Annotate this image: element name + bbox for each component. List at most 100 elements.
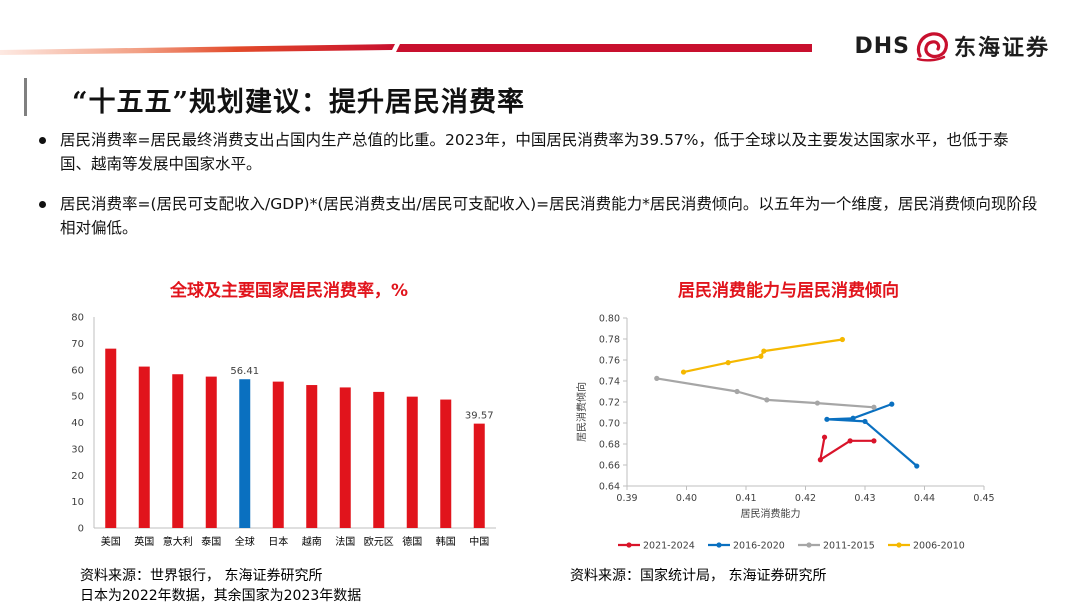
series-line-2011-2015: [656, 377, 874, 409]
bar-y-tick-label: 60: [71, 365, 84, 376]
legend-marker-2021-2024: [626, 542, 632, 548]
series-point-2011-2015: [871, 404, 877, 410]
scatter-y-tick-label: 0.80: [599, 314, 620, 325]
bar-data-label: 39.57: [465, 411, 494, 422]
bar-data-label: 56.41: [230, 366, 259, 377]
banner-red-stripe: [396, 44, 812, 52]
legend-label-2011-2015: 2011-2015: [823, 541, 875, 552]
bar-美国: [105, 348, 117, 528]
bar-韩国: [440, 399, 452, 528]
scatter-y-axis-label: 居民消费倾向: [575, 382, 588, 442]
left-source-line1: 资料来源：世界银行， 东海证券研究所: [80, 568, 323, 584]
right-source-line1: 资料来源：国家统计局， 东海证券研究所: [570, 568, 827, 584]
series-point-2006-2010: [839, 336, 845, 343]
bar-欧元区: [373, 391, 385, 528]
scatter-y-tick-label: 0.70: [599, 419, 620, 430]
bar-y-tick-label: 80: [71, 313, 84, 324]
line-chart: 0.64 0.66 0.68 0.70 0.72 0.74 0.76 0.78 0.80 0.39…: [575, 314, 995, 552]
series-point-2006-2010: [680, 369, 687, 375]
bar-德国: [406, 396, 418, 528]
scatter-x-tick-label: 0.40: [676, 493, 697, 504]
scatter-chart-title: 居民消费能力与居民消费倾向: [678, 281, 899, 301]
scatter-x-tick-label: 0.39: [616, 493, 637, 504]
page-title: “十五五”规划建议：提升居民消费率: [72, 87, 526, 118]
series-point-2016-2020: [850, 415, 856, 421]
legend-label-2016-2020: 2016-2020: [733, 541, 785, 552]
scatter-y-tick-label: 0.64: [599, 482, 620, 493]
scatter-x-tick-label: 0.44: [914, 493, 935, 504]
bar-x-tick-label: 越南: [302, 535, 322, 548]
bar-x-tick-label: 德国: [402, 535, 422, 548]
series-point-2016-2020: [824, 416, 830, 422]
bar-泰国: [205, 376, 217, 528]
bar-y-tick-label: 20: [71, 471, 84, 482]
bar-y-tick-label: 50: [71, 392, 84, 403]
series-line-2021-2024: [819, 437, 874, 461]
bar-法国: [339, 387, 351, 528]
title-accent-bar: [24, 78, 27, 116]
bar-x-tick-label: 韩国: [436, 535, 456, 548]
bar-中国: [473, 423, 485, 528]
series-point-2021-2024: [847, 438, 853, 444]
bar-x-tick-label: 日本: [268, 535, 288, 548]
bar-越南: [306, 385, 318, 528]
bullet-list: 居民消费率=居民最终消费支出占国内生产总值的比重。2023年，中国居民消费率为3…: [38, 128, 1038, 256]
scatter-y-tick-label: 0.78: [599, 335, 620, 346]
series-line-2016-2020: [825, 403, 918, 467]
series-point-2011-2015: [654, 375, 660, 381]
logo-text: DHS: [854, 33, 910, 59]
bar-x-tick-label: 英国: [134, 535, 154, 548]
bar-x-tick-label: 泰国: [201, 535, 221, 548]
bar-chart: 0 10 20 30 40 50 60 70 80 美国 英国 意大利 泰国 全球 56.41 日本 越南 法国欧…: [71, 313, 496, 548]
series-point-2006-2010: [761, 348, 767, 354]
series-point-2021-2024: [817, 457, 823, 463]
bar-全球: [239, 379, 251, 528]
series-point-2016-2020: [889, 401, 895, 407]
bar-x-tick-label: 法国: [335, 535, 355, 548]
company-logo: DHS 东海证券: [854, 30, 1050, 62]
legend-label-2006-2010: 2006-2010: [913, 541, 965, 552]
scatter-y-tick-label: 0.66: [599, 461, 620, 472]
series-point-2016-2020: [914, 463, 920, 469]
series-point-2006-2010: [725, 360, 731, 366]
header-banner: [0, 44, 812, 55]
series-point-2011-2015: [734, 388, 740, 395]
legend-label-2021-2024: 2021-2024: [643, 541, 695, 552]
left-source-line2: 日本为2022年数据，其余国家为2023年数据: [80, 588, 362, 604]
left-source-note: 资料来源：世界银行， 东海证券研究所 日本为2022年数据，其余国家为2023年…: [80, 566, 361, 606]
scatter-x-tick-label: 0.42: [795, 493, 816, 504]
scatter-y-tick-label: 0.76: [599, 356, 620, 367]
legend-marker-2006-2010: [896, 542, 902, 548]
banner-gradient-stripe: [0, 44, 395, 55]
series-point-2021-2024: [871, 438, 877, 444]
scatter-x-tick-label: 0.41: [735, 493, 756, 504]
bar-x-tick-label: 美国: [101, 535, 121, 548]
bar-x-tick-label: 意大利: [163, 535, 193, 548]
bullet-item-2: 居民消费率=(居民可支配收入/GDP)*(居民消费支出/居民可支配收入)=居民消…: [38, 192, 1038, 240]
series-point-2021-2024: [821, 434, 828, 440]
right-source-note: 资料来源：国家统计局， 东海证券研究所: [570, 566, 826, 586]
scatter-y-tick-label: 0.68: [599, 440, 620, 451]
bar-y-tick-label: 70: [71, 339, 84, 350]
logo-chinese-name: 东海证券: [953, 36, 1050, 61]
bar-y-tick-label: 0: [78, 524, 84, 535]
scatter-x-tick-label: 0.43: [854, 493, 875, 504]
series-point-2006-2010: [758, 353, 764, 359]
bar-x-tick-label: 全球: [235, 535, 255, 548]
wave-logo-icon: [916, 32, 948, 62]
scatter-x-axis-label: 居民消费能力: [741, 507, 801, 520]
series-point-2016-2020: [862, 418, 868, 425]
scatter-y-tick-label: 0.74: [599, 377, 620, 388]
bar-chart-title: 全球及主要国家居民消费率，%: [170, 281, 409, 301]
series-point-2011-2015: [764, 397, 770, 403]
bar-英国: [138, 366, 150, 528]
scatter-x-tick-label: 0.45: [973, 493, 994, 504]
bar-日本: [272, 381, 284, 528]
legend-marker-2011-2015: [806, 542, 812, 548]
series-point-2011-2015: [814, 400, 820, 406]
bar-x-tick-label: 欧元区: [364, 536, 394, 548]
bar-y-tick-label: 40: [71, 418, 84, 429]
bullet-item-1: 居民消费率=居民最终消费支出占国内生产总值的比重。2023年，中国居民消费率为3…: [38, 128, 1038, 176]
legend-marker-2016-2020: [716, 542, 722, 548]
bar-y-tick-label: 10: [71, 497, 84, 508]
